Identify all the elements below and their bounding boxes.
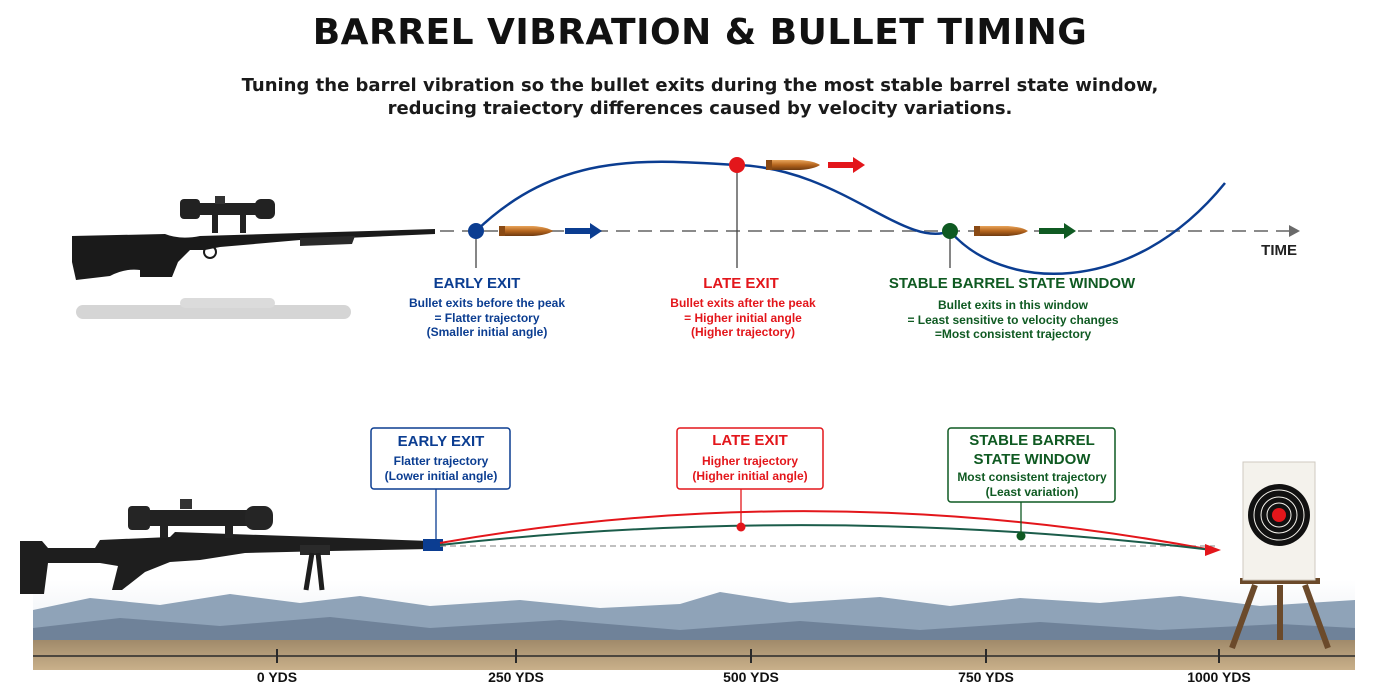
- late-exit-label: LATE EXIT Bullet exits after the peak = …: [670, 275, 816, 339]
- subtitle-line: Tuning the barrel vibration so the bulle…: [241, 75, 1159, 96]
- rifle-reflection: [76, 298, 351, 319]
- arrow-right-icon: [1039, 223, 1076, 239]
- callout-line: Flatter trajectory: [394, 454, 489, 468]
- rifle-bottom-icon: [20, 499, 443, 594]
- callout-line: Higher trajectory: [702, 454, 798, 468]
- late-exit-callout: LATE EXIT Higher trajectory (Higher init…: [676, 427, 824, 490]
- distance-ticks: [276, 649, 1220, 663]
- early-exit-line: (Smaller initial angle): [427, 325, 548, 339]
- early-exit-callout: EARLY EXIT Flatter trajectory (Lower ini…: [370, 427, 511, 490]
- callout-heading: STATE WINDOW: [974, 451, 1092, 468]
- stable-window-line: =Most consistent trajectory: [935, 327, 1092, 341]
- stable-window-heading: STABLE BARREL STATE WINDOW: [889, 275, 1136, 292]
- arrow-right-icon: [828, 157, 865, 173]
- distance-label: 500 YDS: [723, 669, 779, 685]
- distance-label: 750 YDS: [958, 669, 1014, 685]
- callout-line: (Lower initial angle): [385, 469, 498, 483]
- barrel-vibration-wave: [475, 160, 1226, 275]
- callout-heading: LATE EXIT: [712, 432, 788, 449]
- early-exit-marker: [468, 223, 484, 239]
- stable-window-point: [1016, 531, 1026, 541]
- stable-window-line: = Least sensitive to velocity changes: [907, 313, 1118, 327]
- distance-label: 250 YDS: [488, 669, 544, 685]
- late-exit-point: [736, 522, 746, 532]
- subtitle: Tuning the barrel vibration so the bulle…: [0, 74, 1400, 120]
- callout-line: (Least variation): [986, 485, 1079, 499]
- stable-window-marker: [942, 223, 958, 239]
- early-exit-heading: EARLY EXIT: [434, 275, 521, 292]
- stable-window-line: Bullet exits in this window: [938, 298, 1089, 312]
- callout-heading: STABLE BARREL: [969, 432, 1095, 449]
- time-axis-label: TIME: [1261, 242, 1297, 259]
- distance-label: 0 YDS: [257, 669, 297, 685]
- callout-line: (Higher initial angle): [692, 469, 807, 483]
- late-exit-trajectory: [439, 510, 1213, 551]
- arrow-right-icon: [565, 223, 602, 239]
- late-exit-line: = Higher initial angle: [684, 311, 802, 325]
- subtitle-line: reducing traiectory differences caused b…: [387, 98, 1013, 119]
- early-exit-line: = Flatter trajectory: [434, 311, 539, 325]
- rifle-top-icon: [72, 196, 435, 280]
- target-icon: [1229, 461, 1331, 650]
- callout-line: Most consistent trajectory: [957, 470, 1107, 484]
- late-exit-line: Bullet exits after the peak: [670, 296, 816, 310]
- stable-trajectory: [439, 524, 1213, 551]
- time-axis-arrowhead: [1289, 225, 1300, 237]
- landscape-background: [33, 580, 1355, 670]
- late-exit-heading: LATE EXIT: [703, 275, 779, 292]
- late-exit-line: (Higher trajectory): [691, 325, 795, 339]
- late-exit-marker: [729, 157, 745, 173]
- bullet-icon: [499, 226, 553, 236]
- trajectory-arrowhead: [1205, 544, 1221, 556]
- bullet-icon: [766, 160, 820, 170]
- stable-window-label: STABLE BARREL STATE WINDOW Bullet exits …: [889, 275, 1136, 341]
- callout-heading: EARLY EXIT: [398, 433, 485, 450]
- early-exit-label: EARLY EXIT Bullet exits before the peak …: [409, 275, 565, 339]
- stable-window-callout: STABLE BARREL STATE WINDOW Most consiste…: [947, 427, 1116, 503]
- distance-label: 1000 YDS: [1187, 669, 1251, 685]
- early-exit-line: Bullet exits before the peak: [409, 296, 565, 310]
- bullet-icon: [974, 226, 1028, 236]
- page-title: BARREL VIBRATION & BULLET TIMING: [312, 12, 1088, 53]
